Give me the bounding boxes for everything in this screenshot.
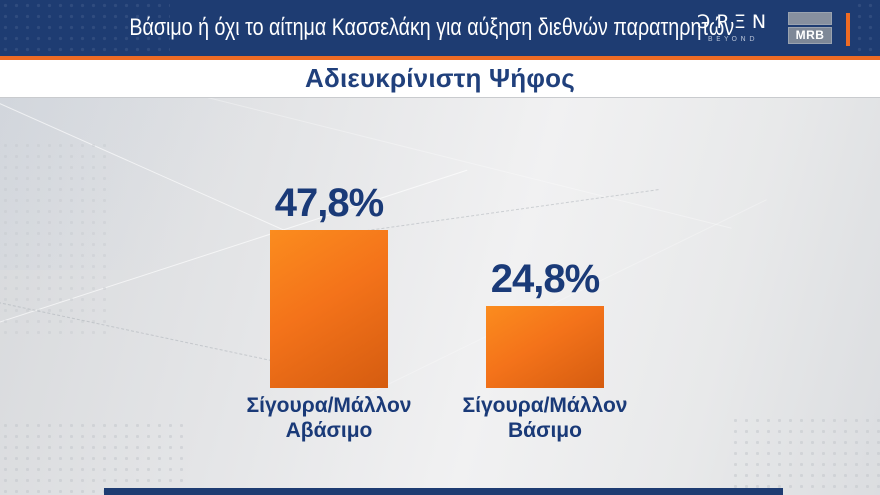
header-bar: Βάσιμο ή όχι το αίτημα Κασσελάκη για αύξ… [0, 0, 880, 56]
mrb-logo-block [788, 12, 832, 25]
bar-group: 47,8% Σίγουρα/Μάλλον Αβάσιμο [219, 181, 439, 442]
header-dot-pattern [854, 0, 880, 56]
bar-category-label: Σίγουρα/Μάλλον Αβάσιμο [246, 394, 412, 442]
bar-value-label: 47,8% [274, 181, 384, 225]
page-title: Βάσιμο ή όχι το αίτημα Κασσελάκη για αύξ… [0, 0, 864, 56]
orange-tick-icon [846, 13, 850, 46]
bottom-navy-strip [104, 488, 783, 495]
open-logo-wordmark: ƆPΞN [697, 11, 773, 33]
subtitle-band: Αδιευκρίνιστη Ψήφος [0, 60, 880, 98]
open-channel-logo: ƆPΞN BEYOND [694, 11, 773, 44]
chart-subtitle: Αδιευκρίνιστη Ψήφος [305, 63, 575, 93]
bar-group: 24,8% Σίγουρα/Μάλλον Βάσιμο [435, 257, 655, 442]
header-dot-pattern [0, 0, 170, 56]
page-title-text: Βάσιμο ή όχι το αίτημα Κασσελάκη για αύξ… [129, 14, 735, 41]
bar [486, 306, 604, 388]
bar-category-label: Σίγουρα/Μάλλον Βάσιμο [462, 394, 628, 442]
bar [270, 230, 388, 388]
open-logo-tagline: BEYOND [707, 35, 759, 43]
orange-divider [0, 56, 880, 60]
bar-value-label: 24,8% [490, 257, 600, 301]
mrb-logo: MRB [788, 12, 832, 44]
mrb-logo-label: MRB [788, 27, 832, 44]
